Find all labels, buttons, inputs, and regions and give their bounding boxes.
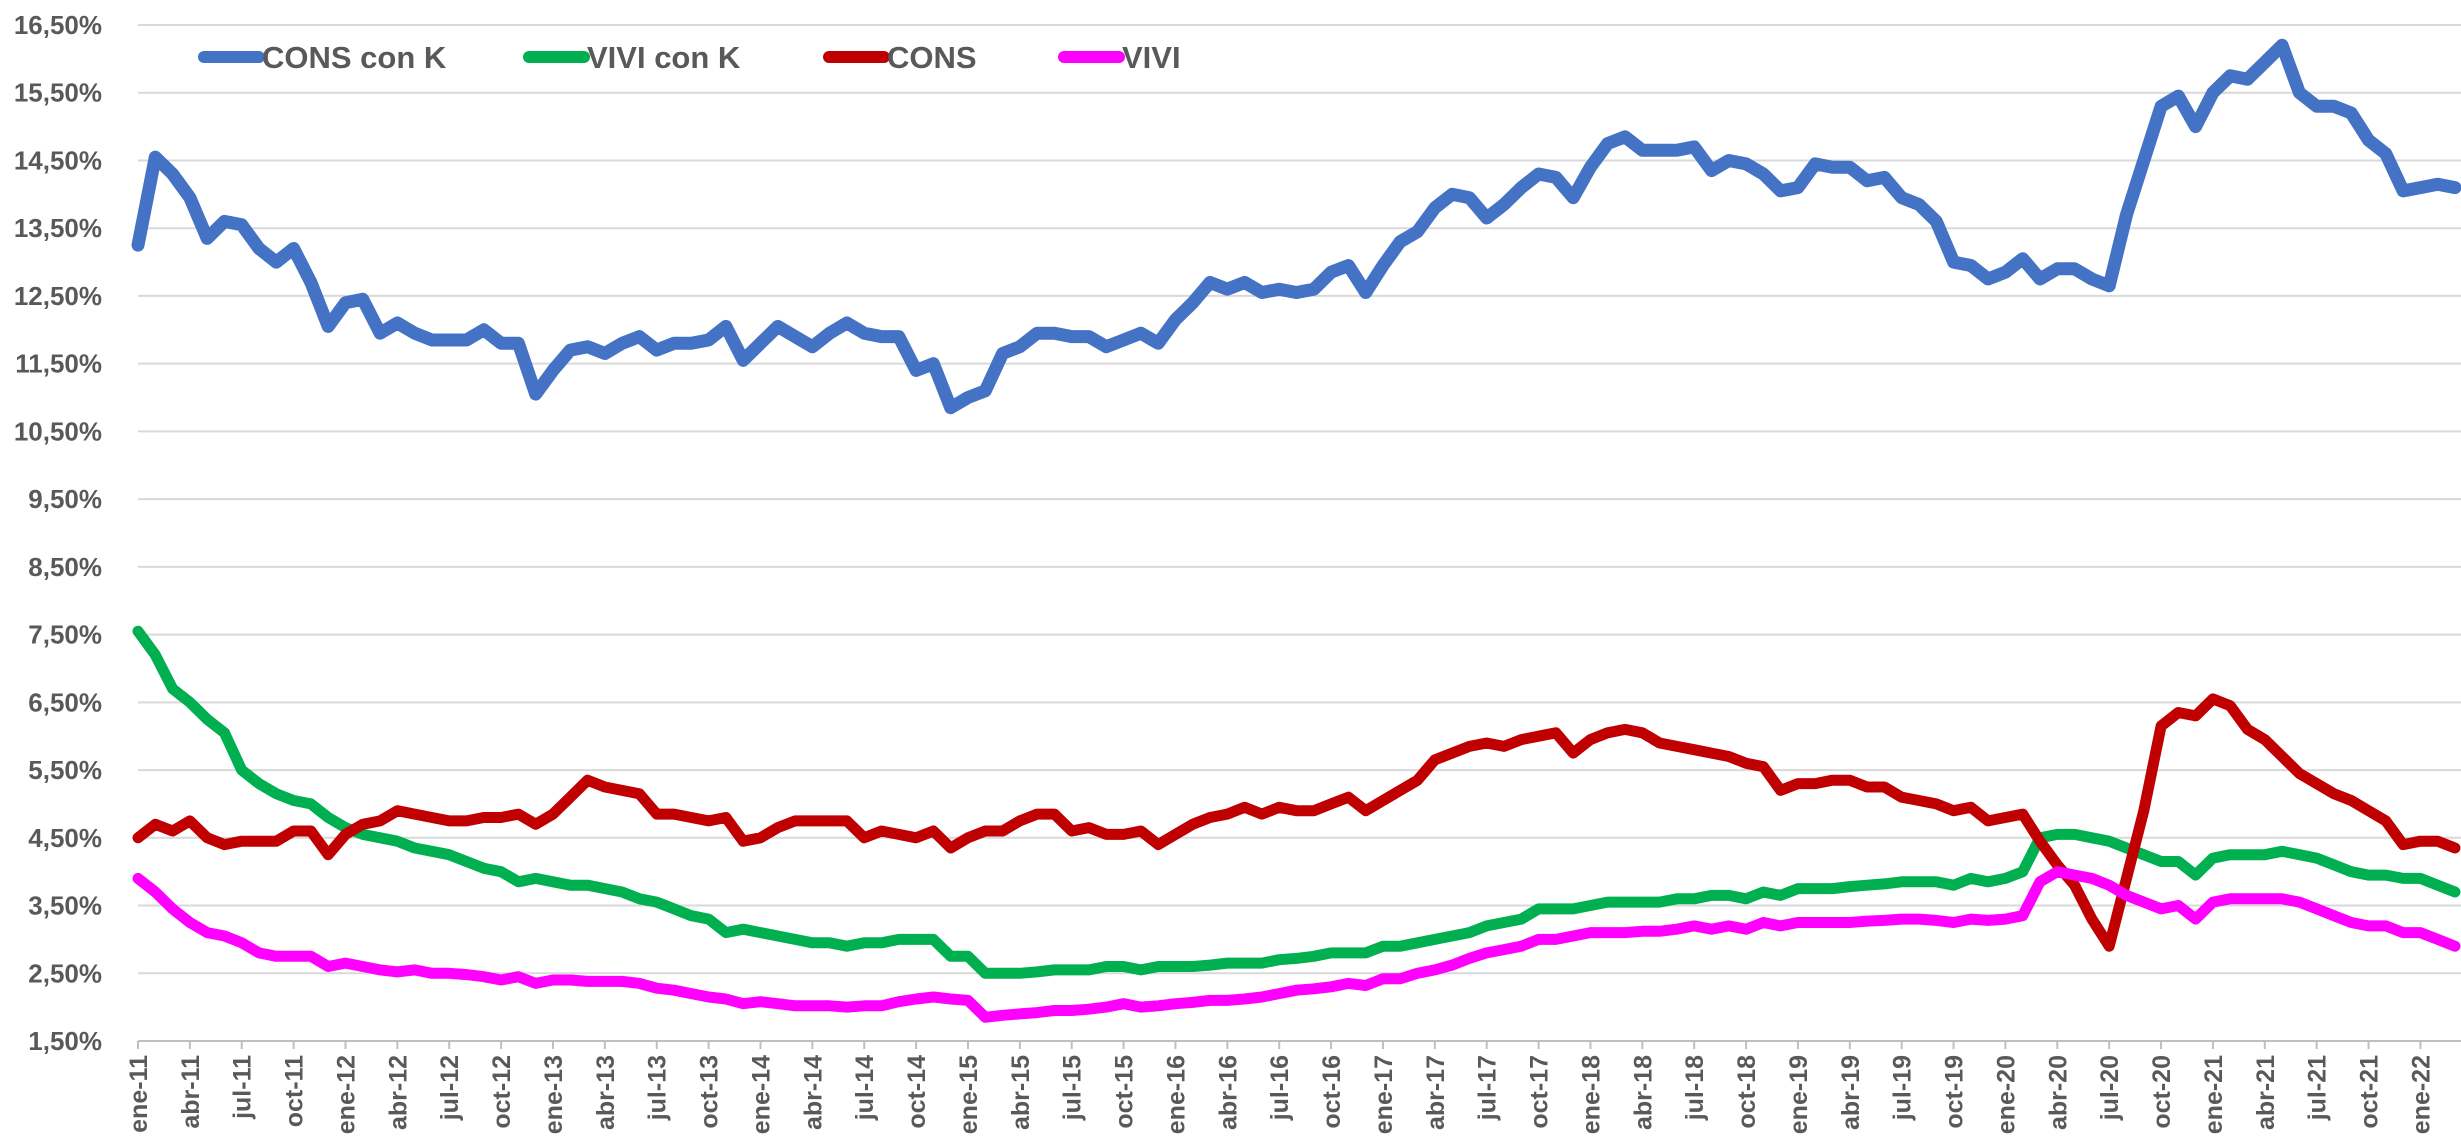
x-tick-label: abr-17 <box>1422 1055 1450 1130</box>
y-tick-label: 8,50% <box>28 552 102 582</box>
x-tick-label: ene-20 <box>1992 1055 2020 1134</box>
x-tick-label: jul-14 <box>851 1055 879 1121</box>
y-tick-label: 16,50% <box>14 10 102 40</box>
x-tick-label: abr-20 <box>2044 1055 2072 1130</box>
x-tick-label: jul-17 <box>1474 1055 1502 1121</box>
x-tick-label: oct-18 <box>1733 1055 1761 1129</box>
y-tick-label: 2,50% <box>28 958 102 988</box>
x-tick-label: oct-11 <box>281 1055 309 1127</box>
x-tick-label: jul-21 <box>2304 1055 2332 1121</box>
x-tick-label: ene-18 <box>1577 1055 1605 1134</box>
x-tick-label: oct-16 <box>1318 1055 1346 1129</box>
legend: CONS con K VIVI con K CONS VIVI <box>198 40 1181 75</box>
y-tick-label: 13,50% <box>14 213 102 243</box>
x-tick-label: oct-15 <box>1111 1055 1139 1129</box>
x-tick-label: ene-16 <box>1162 1055 1190 1134</box>
x-tick-label: ene-13 <box>540 1055 568 1134</box>
y-tick-label: 15,50% <box>14 78 102 108</box>
series-line <box>131 38 2461 415</box>
series-line <box>132 625 2461 979</box>
x-tick-label: jul-19 <box>1889 1055 1917 1121</box>
x-tick-label: abr-19 <box>1837 1055 1865 1130</box>
x-tick-label: abr-11 <box>177 1055 205 1129</box>
x-tick-label: oct-12 <box>488 1055 516 1129</box>
y-tick-label: 11,50% <box>15 349 102 379</box>
x-tick-label: abr-12 <box>384 1055 412 1130</box>
x-tick-label: ene-21 <box>2200 1055 2228 1134</box>
x-tick-label: oct-13 <box>696 1055 724 1129</box>
x-tick-label: ene-12 <box>332 1055 360 1134</box>
series-line <box>132 866 2461 1023</box>
x-tick-label: ene-19 <box>1785 1055 1813 1134</box>
x-tick-label: oct-19 <box>1941 1055 1969 1129</box>
y-tick-label: 4,50% <box>28 823 102 853</box>
x-tick-label: ene-22 <box>2407 1055 2435 1134</box>
y-tick-label: 6,50% <box>28 687 102 717</box>
legend-label: CONS <box>887 40 977 75</box>
x-tick-label: abr-14 <box>799 1055 827 1130</box>
series-line <box>132 693 2461 952</box>
y-tick-label: 9,50% <box>28 484 102 514</box>
x-tick-label: abr-16 <box>1214 1055 1242 1130</box>
y-tick-label: 10,50% <box>14 416 102 446</box>
x-tick-label: jul-13 <box>644 1055 672 1121</box>
y-tick-label: 1,50% <box>28 1026 102 1056</box>
x-tick-label: ene-11 <box>125 1055 153 1133</box>
x-tick-label: jul-16 <box>1266 1055 1294 1121</box>
y-tick-label: 14,50% <box>14 145 102 175</box>
x-tick-label: oct-20 <box>2148 1055 2176 1129</box>
x-tick-label: jul-11 <box>229 1055 257 1120</box>
y-tick-label: 5,50% <box>28 755 102 785</box>
legend-label: VIVI <box>1122 40 1181 75</box>
x-tick-label: abr-18 <box>1629 1055 1657 1130</box>
y-tick-label: 7,50% <box>28 620 102 650</box>
legend-label: VIVI con K <box>587 40 741 75</box>
x-tick-label: abr-15 <box>1007 1055 1035 1130</box>
x-tick-label: jul-15 <box>1059 1055 1087 1121</box>
x-tick-label: jul-12 <box>436 1055 464 1121</box>
x-tick-label: oct-21 <box>2356 1055 2384 1129</box>
x-tick-label: jul-18 <box>1681 1055 1709 1121</box>
x-tick-label: abr-21 <box>2252 1055 2280 1130</box>
x-tick-label: oct-17 <box>1526 1055 1554 1129</box>
x-tick-label: ene-14 <box>747 1055 775 1134</box>
x-tick-label: ene-17 <box>1370 1055 1398 1134</box>
y-tick-label: 12,50% <box>14 281 102 311</box>
x-tick-label: abr-13 <box>592 1055 620 1130</box>
x-tick-label: jul-20 <box>2096 1055 2124 1121</box>
x-tick-label: ene-15 <box>955 1055 983 1134</box>
x-tick-label: oct-14 <box>903 1055 931 1129</box>
y-tick-label: 3,50% <box>28 891 102 921</box>
legend-label: CONS con K <box>262 40 447 75</box>
